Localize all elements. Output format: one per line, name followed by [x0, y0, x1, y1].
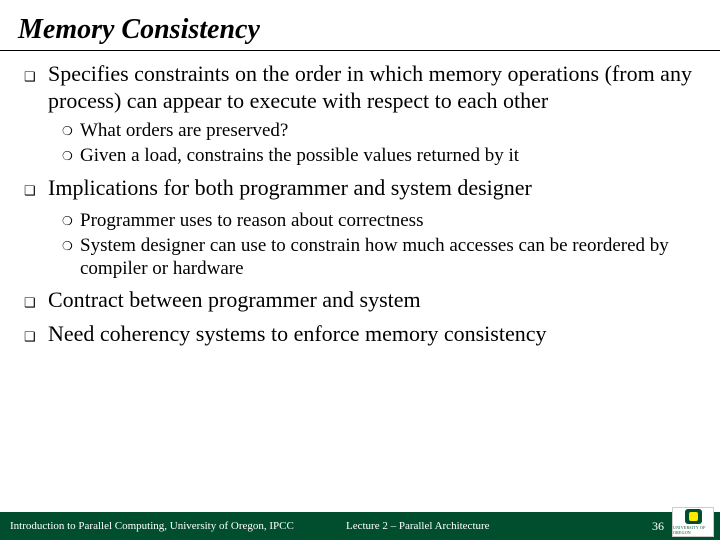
sub-bullet-text: Programmer uses to reason about correctn…: [80, 209, 423, 232]
logo-text: UNIVERSITY OF OREGON: [673, 525, 713, 535]
footer-left: Introduction to Parallel Computing, Univ…: [10, 520, 346, 532]
sub-bullet-text: Given a load, constrains the possible va…: [80, 144, 519, 167]
square-bullet-icon: ❑: [24, 287, 48, 317]
slide-title: Memory Consistency: [0, 0, 720, 51]
oregon-o-icon: [685, 509, 702, 524]
bullet-text: Need coherency systems to enforce memory…: [48, 321, 547, 348]
circle-bullet-icon: ❍: [62, 234, 80, 258]
bullet-text: Implications for both programmer and sys…: [48, 175, 532, 202]
sub-bullet-item: ❍ Programmer uses to reason about correc…: [62, 209, 702, 233]
sub-bullet-item: ❍ What orders are preserved?: [62, 119, 702, 143]
sub-bullet-item: ❍ System designer can use to constrain h…: [62, 234, 702, 280]
circle-bullet-icon: ❍: [62, 144, 80, 168]
footer-center: Lecture 2 – Parallel Architecture: [346, 520, 598, 532]
sub-bullet-text: What orders are preserved?: [80, 119, 288, 142]
square-bullet-icon: ❑: [24, 321, 48, 351]
slide-body: ❑ Specifies constraints on the order in …: [0, 61, 720, 512]
sub-bullet-text: System designer can use to constrain how…: [80, 234, 702, 280]
circle-bullet-icon: ❍: [62, 209, 80, 233]
square-bullet-icon: ❑: [24, 61, 48, 91]
bullet-text: Specifies constraints on the order in wh…: [48, 61, 702, 115]
bullet-text: Contract between programmer and system: [48, 287, 421, 314]
circle-bullet-icon: ❍: [62, 119, 80, 143]
page-number: 36: [652, 519, 664, 534]
footer-bar: Introduction to Parallel Computing, Univ…: [0, 512, 720, 540]
bullet-item: ❑ Contract between programmer and system: [24, 287, 702, 317]
bullet-item: ❑ Specifies constraints on the order in …: [24, 61, 702, 115]
sub-bullet-item: ❍ Given a load, constrains the possible …: [62, 144, 702, 168]
square-bullet-icon: ❑: [24, 175, 48, 205]
bullet-item: ❑ Need coherency systems to enforce memo…: [24, 321, 702, 351]
bullet-item: ❑ Implications for both programmer and s…: [24, 175, 702, 205]
slide: Memory Consistency ❑ Specifies constrain…: [0, 0, 720, 540]
university-logo: UNIVERSITY OF OREGON: [672, 507, 714, 537]
